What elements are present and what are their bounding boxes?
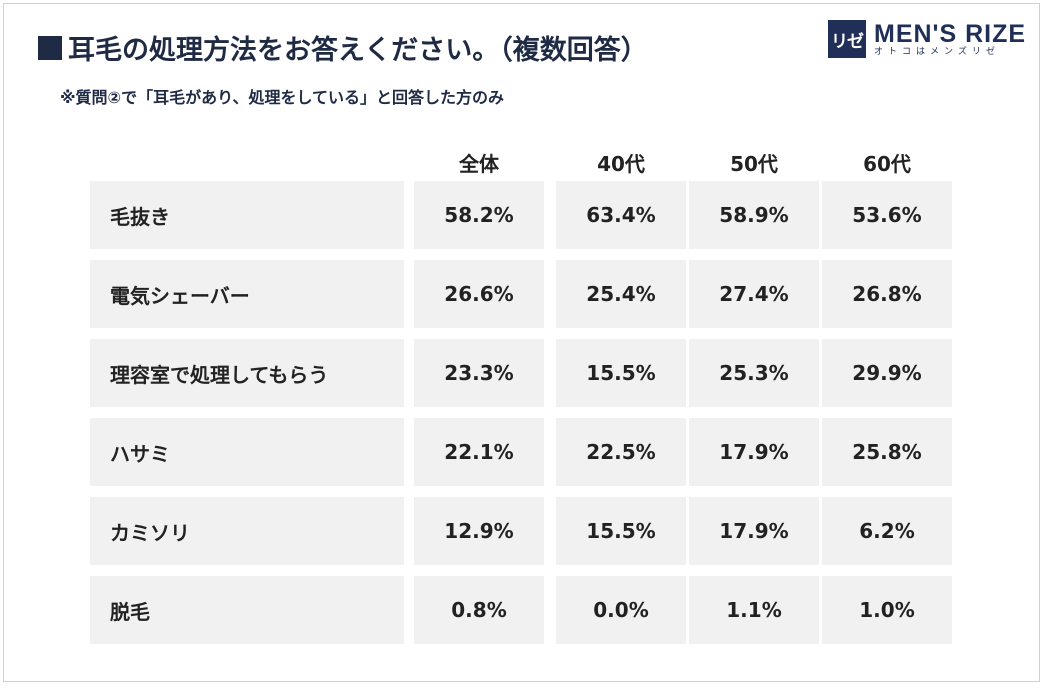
logo-text: MEN'S RIZE オトコはメンズリゼ [874,21,1026,58]
column-header: 全体 [459,152,499,176]
value-cell: 1.0% [822,576,952,644]
value-cell: 22.5% [556,418,686,486]
column-header: 50代 [730,152,778,176]
value-cell: 58.2% [414,181,544,249]
value-cell: 26.8% [822,260,952,328]
value-cell: 12.9% [414,497,544,565]
column-header: 60代 [863,152,911,176]
value-cell: 1.1% [689,576,819,644]
value-cell: 17.9% [689,418,819,486]
value-cell: 17.9% [689,497,819,565]
row-label: 毛抜き [90,181,404,249]
column-header: 40代 [597,152,645,176]
row-label: 理容室で処理してもらう [90,339,404,407]
value-cell: 53.6% [822,181,952,249]
value-cell: 6.2% [822,497,952,565]
row-label: ハサミ [90,418,404,486]
row-label: 脱毛 [90,576,404,644]
title-text: 耳毛の処理方法をお答えください。（複数回答） [68,35,648,66]
value-cell: 26.6% [414,260,544,328]
logo-name: MEN'S RIZE [874,19,1027,48]
value-cell: 15.5% [556,497,686,565]
page-title: 耳毛の処理方法をお答えください。（複数回答） [38,28,648,67]
row-label: 電気シェーバー [90,260,404,328]
value-cell: 25.8% [822,418,952,486]
row-label: カミソリ [90,497,404,565]
page-subtitle: ※質問②で「耳毛があり、処理をしている」と回答した方のみ [60,88,504,107]
value-cell: 15.5% [556,339,686,407]
value-cell: 0.0% [556,576,686,644]
slide-frame [3,3,1040,682]
logo-mark: リゼ [828,20,866,58]
title-square-icon [38,35,62,60]
logo-tagline: オトコはメンズリゼ [874,46,1000,57]
value-cell: 29.9% [822,339,952,407]
value-cell: 25.4% [556,260,686,328]
brand-logo: リゼ MEN'S RIZE オトコはメンズリゼ [828,20,1026,58]
value-cell: 0.8% [414,576,544,644]
value-cell: 63.4% [556,181,686,249]
value-cell: 23.3% [414,339,544,407]
value-cell: 27.4% [689,260,819,328]
value-cell: 25.3% [689,339,819,407]
value-cell: 22.1% [414,418,544,486]
value-cell: 58.9% [689,181,819,249]
